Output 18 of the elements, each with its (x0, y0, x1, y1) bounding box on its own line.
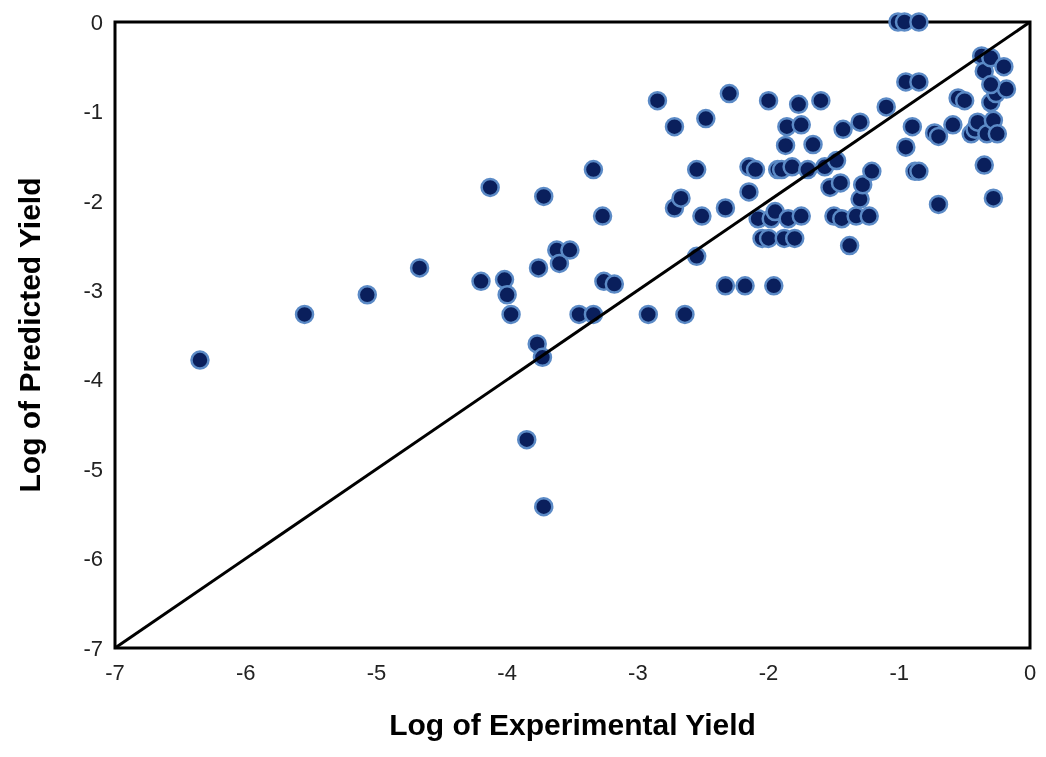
x-tick-label: -1 (889, 660, 910, 685)
y-tick-label: -6 (83, 546, 103, 572)
x-axis-title: Log of Experimental Yield (389, 708, 756, 741)
y-tick-label: -4 (83, 367, 103, 393)
y-tick-label: -2 (83, 188, 103, 214)
x-tick-label: -5 (366, 660, 387, 685)
x-tick-label: 0 (1023, 660, 1037, 685)
y-axis-title: Log of Predicted Yield (13, 177, 46, 493)
y-tick-label: -3 (83, 277, 103, 303)
y-tick-label: 0 (90, 9, 103, 35)
y-tick-label: -5 (83, 456, 103, 482)
x-tick-label: -6 (235, 660, 256, 685)
x-tick-label: -4 (497, 660, 517, 685)
y-tick-label: -7 (83, 635, 103, 661)
x-tick-label: -2 (758, 660, 779, 685)
x-tick-label: -7 (105, 660, 125, 685)
x-tick-label: -3 (628, 660, 648, 685)
y-tick-label: -1 (83, 99, 103, 125)
